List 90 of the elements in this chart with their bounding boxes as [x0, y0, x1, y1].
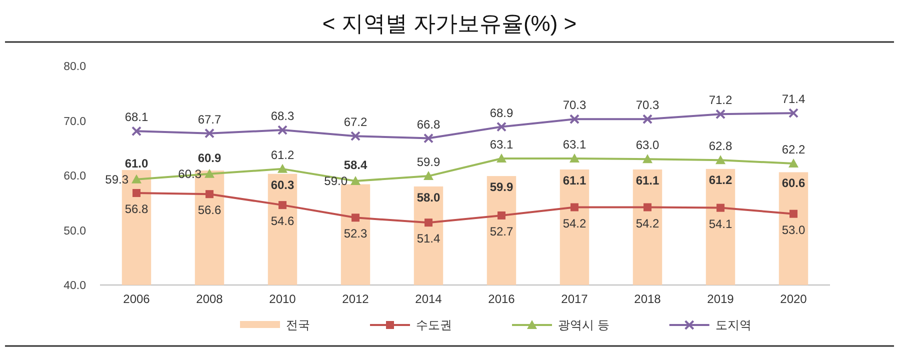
data-label: 70.3: [636, 98, 660, 112]
data-label: 67.7: [198, 112, 222, 126]
data-label: 56.6: [198, 203, 222, 218]
point: [350, 176, 360, 185]
x-tick-label: 2018: [634, 292, 662, 306]
legend-label: 광역시 등: [558, 318, 610, 332]
data-label: 66.8: [416, 117, 440, 132]
data-label: 68.1: [124, 110, 148, 124]
point: [278, 164, 288, 173]
legend-label: 수도권: [416, 318, 452, 332]
point: [716, 155, 726, 164]
legend-label: 도지역: [715, 318, 752, 332]
point: [716, 204, 724, 212]
point: [642, 154, 652, 164]
point: [132, 174, 142, 184]
data-label: 68.3: [270, 109, 294, 124]
point: [424, 133, 434, 144]
data-label: 61.2: [708, 172, 732, 187]
data-label: 61.1: [562, 173, 586, 188]
data-label: 60.3: [270, 178, 294, 192]
x-tick-label: 2012: [342, 292, 370, 306]
point: [424, 171, 434, 180]
y-tick-label: 60.0: [64, 170, 86, 182]
x-tick-label: 2014: [415, 292, 442, 306]
point: [132, 189, 140, 198]
y-tick-label: 70.0: [64, 116, 86, 128]
x-tick-label: 2020: [780, 292, 808, 306]
data-label: 54.1: [708, 216, 732, 231]
y-tick-label: 80.0: [64, 61, 86, 73]
data-label: 61.2: [270, 148, 294, 162]
chart-title: < 지역별 자가보유율(%) >: [322, 11, 577, 36]
data-label: 52.7: [490, 224, 514, 238]
data-label: 59.3: [105, 172, 129, 186]
point: [642, 114, 652, 124]
data-label: 58.4: [344, 158, 368, 172]
point: [788, 108, 798, 118]
data-label: 61.1: [636, 173, 660, 188]
legend-label: 전국: [286, 318, 310, 332]
point: [496, 122, 506, 132]
point: [570, 114, 580, 124]
point: [278, 201, 286, 210]
y-tick-label: 40.0: [64, 280, 86, 292]
data-label: 58.0: [416, 190, 440, 204]
point: [132, 126, 142, 136]
point: [206, 190, 214, 198]
data-label: 59.0: [324, 174, 348, 188]
point: [352, 214, 360, 222]
point: [644, 203, 652, 212]
data-label: 63.1: [562, 138, 586, 152]
x-tick-label: 2017: [561, 292, 588, 306]
x-tick-label: 2006: [123, 292, 150, 306]
point: [716, 109, 726, 120]
point: [278, 125, 288, 136]
point: [570, 154, 580, 163]
data-label: 54.6: [270, 214, 294, 228]
data-label: 60.9: [198, 150, 222, 165]
data-label: 62.8: [708, 139, 732, 154]
data-label: 62.2: [782, 142, 806, 156]
point: [350, 131, 360, 142]
point: [204, 168, 214, 178]
point: [788, 158, 798, 168]
point: [204, 128, 214, 138]
data-label: 70.3: [562, 98, 586, 112]
data-label: 71.4: [782, 92, 806, 106]
point: [496, 154, 506, 163]
data-label: 63.1: [490, 138, 514, 152]
x-tick-label: 2010: [269, 292, 296, 306]
data-label: 60.6: [782, 176, 806, 190]
data-label: 61.0: [124, 156, 148, 170]
data-label: 71.2: [708, 93, 732, 108]
point: [424, 218, 432, 227]
point: [498, 211, 506, 220]
data-label: 63.0: [636, 138, 660, 152]
data-label: 68.9: [490, 106, 514, 120]
data-label: 54.2: [562, 216, 586, 230]
data-label: 67.2: [344, 115, 368, 130]
data-label: 60.3: [178, 166, 202, 181]
data-label: 59.9: [490, 180, 514, 194]
x-tick-label: 2008: [196, 292, 224, 306]
data-label: 59.9: [416, 155, 440, 170]
x-tick-label: 2016: [488, 292, 516, 306]
point: [790, 210, 798, 218]
y-tick-label: 50.0: [64, 225, 86, 238]
data-label: 56.8: [124, 202, 148, 216]
x-tick-label: 2019: [707, 292, 734, 306]
data-label: 54.2: [636, 216, 660, 230]
data-label: 51.4: [416, 232, 440, 246]
data-label: 53.0: [782, 222, 806, 237]
data-label: 52.3: [344, 226, 368, 241]
point: [570, 203, 578, 212]
